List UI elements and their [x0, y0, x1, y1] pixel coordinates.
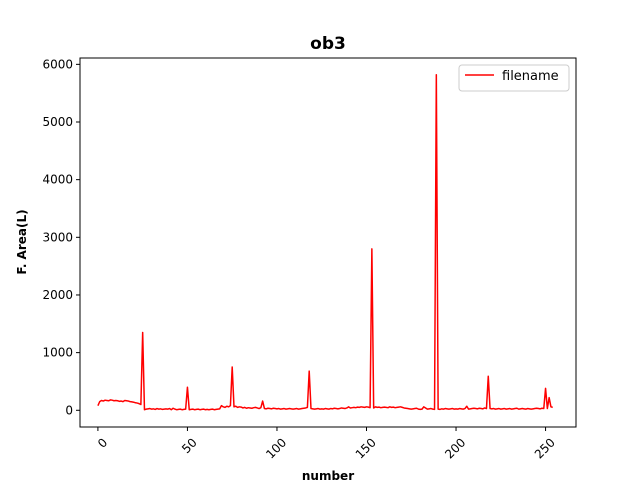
chart-title: ob3 [310, 34, 346, 54]
y-tick-label: 5000 [42, 115, 73, 129]
y-tick-label: 6000 [42, 57, 73, 71]
plot-content [97, 73, 553, 411]
legend: filename [458, 64, 570, 92]
y-tick-label: 1000 [42, 346, 73, 360]
y-tick-label: 2000 [42, 288, 73, 302]
y-axis-label: F. Area(L) [15, 209, 29, 274]
series-line-filename [97, 73, 553, 411]
y-tick-label: 0 [65, 403, 73, 417]
plot-frame [79, 57, 577, 428]
legend-box [458, 64, 570, 92]
y-tick-label: 4000 [42, 173, 73, 187]
legend-label: filename [502, 69, 559, 84]
y-tick-label: 3000 [42, 230, 73, 244]
x-axis-label: number [302, 469, 354, 480]
y-axis: 0 1000 2000 3000 4000 5000 6000 [42, 57, 80, 417]
